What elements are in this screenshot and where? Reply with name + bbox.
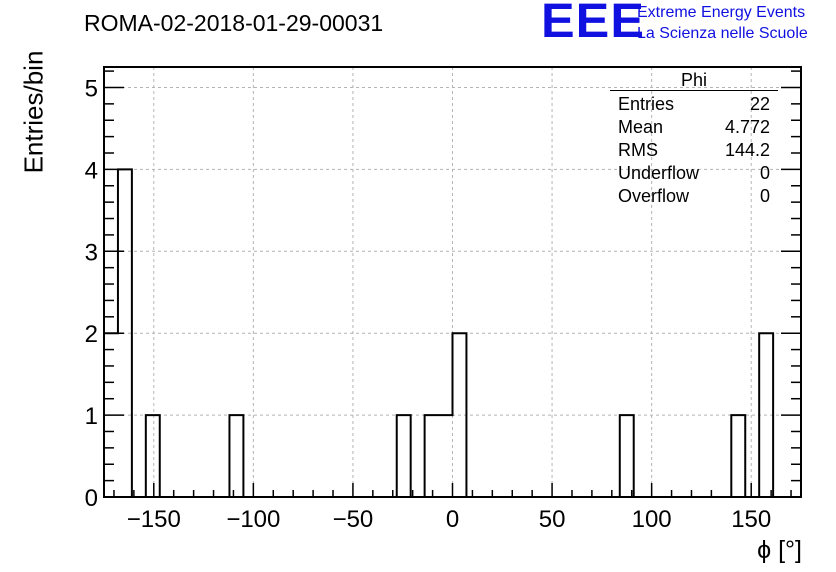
- stats-label: Overflow: [618, 186, 690, 206]
- stats-row-mean: Mean 4.772: [610, 116, 778, 139]
- x-axis-label: ϕ [°]: [757, 536, 802, 564]
- y-axis-label: Entries/bin: [18, 50, 49, 174]
- x-tick-label: 150: [731, 506, 771, 533]
- x-tick-label: −150: [127, 506, 181, 533]
- y-tick-label: 2: [85, 321, 98, 348]
- run-title: ROMA-02-2018-01-29-00031: [84, 10, 384, 36]
- stats-label: Entries: [618, 94, 675, 114]
- stats-row-underflow: Underflow 0: [610, 162, 778, 185]
- y-tick-label: 5: [85, 75, 98, 102]
- stats-label: Mean: [618, 117, 664, 137]
- y-tick-label: 4: [85, 157, 98, 184]
- logo-line2: La Scienza nelle Scuole: [637, 25, 808, 42]
- stats-row-entries: Entries 22: [610, 93, 778, 116]
- x-tick-label: −100: [226, 506, 280, 533]
- stats-label: RMS: [618, 140, 658, 160]
- tick-labels: −150 −100 −50 0 50 100 150 0 1 2 3 4 5: [85, 75, 772, 533]
- y-tick-label: 0: [85, 485, 98, 512]
- x-tick-label: −50: [333, 506, 374, 533]
- stats-value: 4.772: [724, 117, 770, 137]
- stats-value: 0: [759, 163, 770, 183]
- stats-box: Phi Entries 22 Mean 4.772 RMS 144.2 Unde…: [610, 70, 778, 208]
- stats-row-rms: RMS 144.2: [610, 139, 778, 162]
- axis-ticks: [104, 70, 801, 498]
- logo-line1: Extreme Energy Events: [637, 4, 806, 21]
- stats-value: 144.2: [724, 140, 770, 160]
- stats-label: Underflow: [618, 163, 700, 183]
- stats-row-overflow: Overflow 0: [610, 185, 778, 208]
- y-tick-label: 3: [85, 239, 98, 266]
- x-tick-label: 50: [539, 506, 566, 533]
- x-tick-label: 100: [632, 506, 672, 533]
- y-tick-label: 1: [85, 403, 98, 430]
- stats-title: Phi: [610, 70, 778, 91]
- stats-value: 0: [759, 186, 770, 206]
- stats-value: 22: [749, 94, 770, 114]
- eee-logo: EEE: [541, 0, 645, 48]
- x-tick-label: 0: [446, 506, 459, 533]
